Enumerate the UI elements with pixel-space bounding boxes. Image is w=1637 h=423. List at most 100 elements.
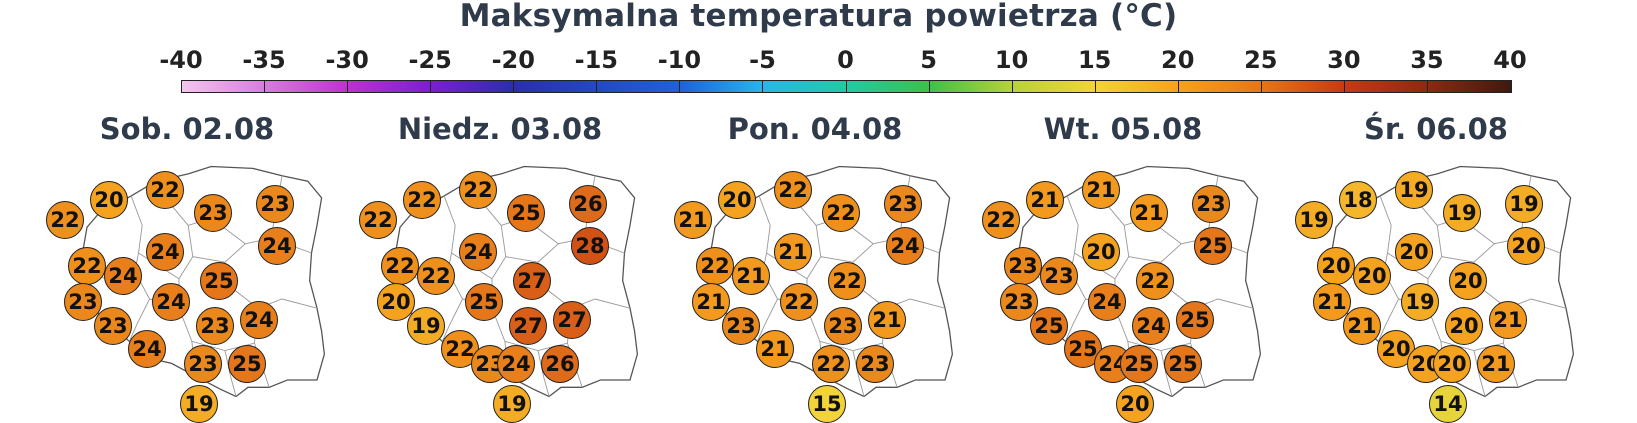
temperature-badge: 24 [1132, 307, 1170, 345]
temperature-badge: 21 [1026, 181, 1064, 219]
temperature-badge: 22 [696, 247, 734, 285]
region-border [1473, 350, 1486, 397]
scale-tick-label: 25 [1244, 46, 1278, 74]
temperature-badge: 20 [718, 181, 756, 219]
temperature-badge: 22 [459, 171, 497, 209]
temperature-badge: 14 [1429, 385, 1467, 423]
temperature-badge: 27 [513, 262, 551, 300]
temperature-badge: 24 [258, 227, 296, 265]
temperature-badge: 25 [1120, 345, 1158, 383]
day-title: Śr. 06.08 [1364, 112, 1508, 146]
scale-tick-label: 10 [994, 46, 1029, 74]
temperature-badge: 20 [1116, 385, 1154, 423]
temperature-badge: 22 [417, 257, 455, 295]
scale-tick-label: -25 [408, 46, 452, 74]
temperature-badge: 26 [541, 345, 579, 383]
temperature-badge: 23 [194, 194, 232, 232]
temperature-badge: 23 [196, 307, 234, 345]
color-scale-bar [181, 80, 1512, 93]
temperature-badge: 23 [256, 185, 294, 223]
temperature-badge: 23 [1192, 185, 1230, 223]
temperature-badge: 21 [1313, 283, 1351, 321]
temperature-badge: 20 [1449, 262, 1487, 300]
temperature-badge: 18 [1339, 181, 1377, 219]
day-panel: Niedz. 03.08 22 22 25 26 22 24 28 22 22 27 20 25 27 19… [340, 112, 660, 423]
day-title: Sob. 02.08 [99, 112, 275, 146]
temperature-badge: 19 [1295, 201, 1333, 239]
scale-tick-label: -20 [491, 46, 535, 74]
temperature-badge: 21 [868, 301, 906, 339]
color-scale-labels: -40 -35 -30 -25 -20 -15 -10 -5 0 5 10 15 20 25 30 35 40 [0, 46, 1637, 76]
temperature-badge: 23 [94, 307, 132, 345]
temperature-badge: 19 [407, 307, 445, 345]
temperature-badge: 21 [774, 233, 812, 271]
day-panel: Śr. 06.08 18 19 19 19 19 20 20 20 20 20 21 19 20 21 21 2… [1276, 112, 1596, 423]
temperature-badge: 24 [104, 257, 142, 295]
temperature-badge: 22 [359, 201, 397, 239]
temperature-badge: 24 [497, 345, 535, 383]
temperature-badge: 20 [1395, 233, 1433, 271]
temperature-badge: 22 [982, 201, 1020, 239]
scale-tick-label: -30 [325, 46, 369, 74]
temperature-badge: 22 [441, 330, 479, 368]
temperature-badge: 21 [1082, 171, 1120, 209]
scale-tick-label: 30 [1327, 46, 1361, 74]
region-border [1377, 271, 1400, 342]
temperature-badge: 25 [1194, 227, 1232, 265]
temperature-badge: 23 [184, 345, 222, 383]
temperature-badge: 25 [1176, 301, 1214, 339]
temperature-badge: 25 [465, 283, 503, 321]
scale-tick-label: -15 [574, 46, 618, 74]
temperature-badge: 26 [569, 185, 607, 223]
temperature-badge: 22 [812, 345, 850, 383]
temperature-badge: 21 [692, 283, 730, 321]
region-border [1064, 271, 1087, 342]
temperature-badge: 22 [822, 194, 860, 232]
temperature-badge: 24 [1088, 283, 1126, 321]
temperature-badge: 22 [1136, 262, 1174, 300]
chart-title: Maksymalna temperatura powietrza (°C) [459, 0, 1178, 34]
temperature-badge: 23 [884, 185, 922, 223]
region-border [537, 350, 550, 397]
temperature-badge: 20 [90, 181, 128, 219]
temperature-badge: 24 [128, 330, 166, 368]
temperature-badge: 21 [1130, 194, 1168, 232]
temperature-badge: 20 [1445, 307, 1483, 345]
temperature-badge: 22 [381, 247, 419, 285]
temperature-badge: 19 [1395, 171, 1433, 209]
scale-tick-label: 40 [1493, 46, 1527, 74]
temperature-badge: 19 [1443, 194, 1481, 232]
temperature-badge: 25 [228, 345, 266, 383]
day-title: Pon. 04.08 [727, 112, 903, 146]
temperature-badge: 20 [377, 283, 415, 321]
temperature-badge: 22 [828, 262, 866, 300]
temperature-badge: 25 [1064, 330, 1102, 368]
region-border [128, 271, 151, 342]
temperature-badge: 22 [46, 201, 84, 239]
scale-tick-label: 5 [920, 46, 937, 74]
temperature-badge: 25 [507, 194, 545, 232]
region-border [1160, 350, 1173, 397]
temperature-badge: 28 [571, 227, 609, 265]
temperature-badge: 21 [1343, 307, 1381, 345]
scale-tick-label: -40 [159, 46, 203, 74]
temperature-badge: 21 [1477, 345, 1515, 383]
temperature-badge: 22 [780, 283, 818, 321]
region-border [224, 350, 237, 397]
temperature-badge: 25 [1164, 345, 1202, 383]
temperature-badge: 21 [732, 257, 770, 295]
temperature-badge: 22 [774, 171, 812, 209]
temperature-badge: 24 [240, 301, 278, 339]
temperature-badge: 24 [886, 227, 924, 265]
temperature-badge: 20 [1317, 247, 1355, 285]
day-panel: Sob. 02.08 20 22 23 23 22 24 24 22 24 25 24 23 23 24 23… [27, 112, 347, 423]
temperature-badge: 19 [1505, 185, 1543, 223]
temperature-badge: 20 [1433, 345, 1471, 383]
temperature-badge: 15 [808, 385, 846, 423]
temperature-badge: 27 [509, 307, 547, 345]
scale-tick-label: 15 [1077, 46, 1112, 74]
scale-tick-label: -10 [657, 46, 702, 74]
day-panel: Pon. 04.08 20 22 22 23 21 21 24 22 21 22 22 21 23 21 23… [655, 112, 975, 423]
temperature-badge: 22 [68, 247, 106, 285]
temperature-badge: 20 [1507, 227, 1545, 265]
